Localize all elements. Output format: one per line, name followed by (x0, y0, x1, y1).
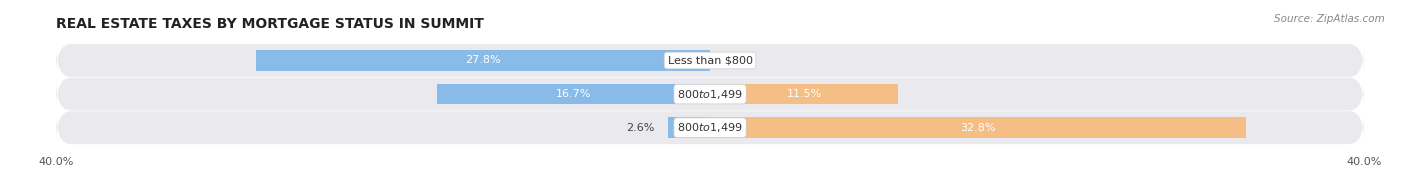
Text: REAL ESTATE TAXES BY MORTGAGE STATUS IN SUMMIT: REAL ESTATE TAXES BY MORTGAGE STATUS IN … (56, 17, 484, 31)
FancyBboxPatch shape (56, 78, 1364, 111)
FancyBboxPatch shape (56, 44, 1364, 77)
Text: Less than $800: Less than $800 (668, 55, 752, 65)
Text: 2.6%: 2.6% (626, 123, 654, 133)
Bar (710, 84, 898, 104)
Text: $800 to $1,499: $800 to $1,499 (678, 88, 742, 101)
Text: Source: ZipAtlas.com: Source: ZipAtlas.com (1274, 14, 1385, 24)
FancyBboxPatch shape (56, 111, 1364, 144)
Text: $800 to $1,499: $800 to $1,499 (678, 121, 742, 134)
Text: 11.5%: 11.5% (786, 89, 821, 99)
Text: 27.8%: 27.8% (465, 55, 501, 65)
Bar (256, 50, 710, 71)
Text: 32.8%: 32.8% (960, 123, 995, 133)
Text: 16.7%: 16.7% (555, 89, 592, 99)
Bar (668, 117, 710, 138)
Text: 0.0%: 0.0% (723, 55, 751, 65)
Bar (710, 117, 1246, 138)
Bar (437, 84, 710, 104)
